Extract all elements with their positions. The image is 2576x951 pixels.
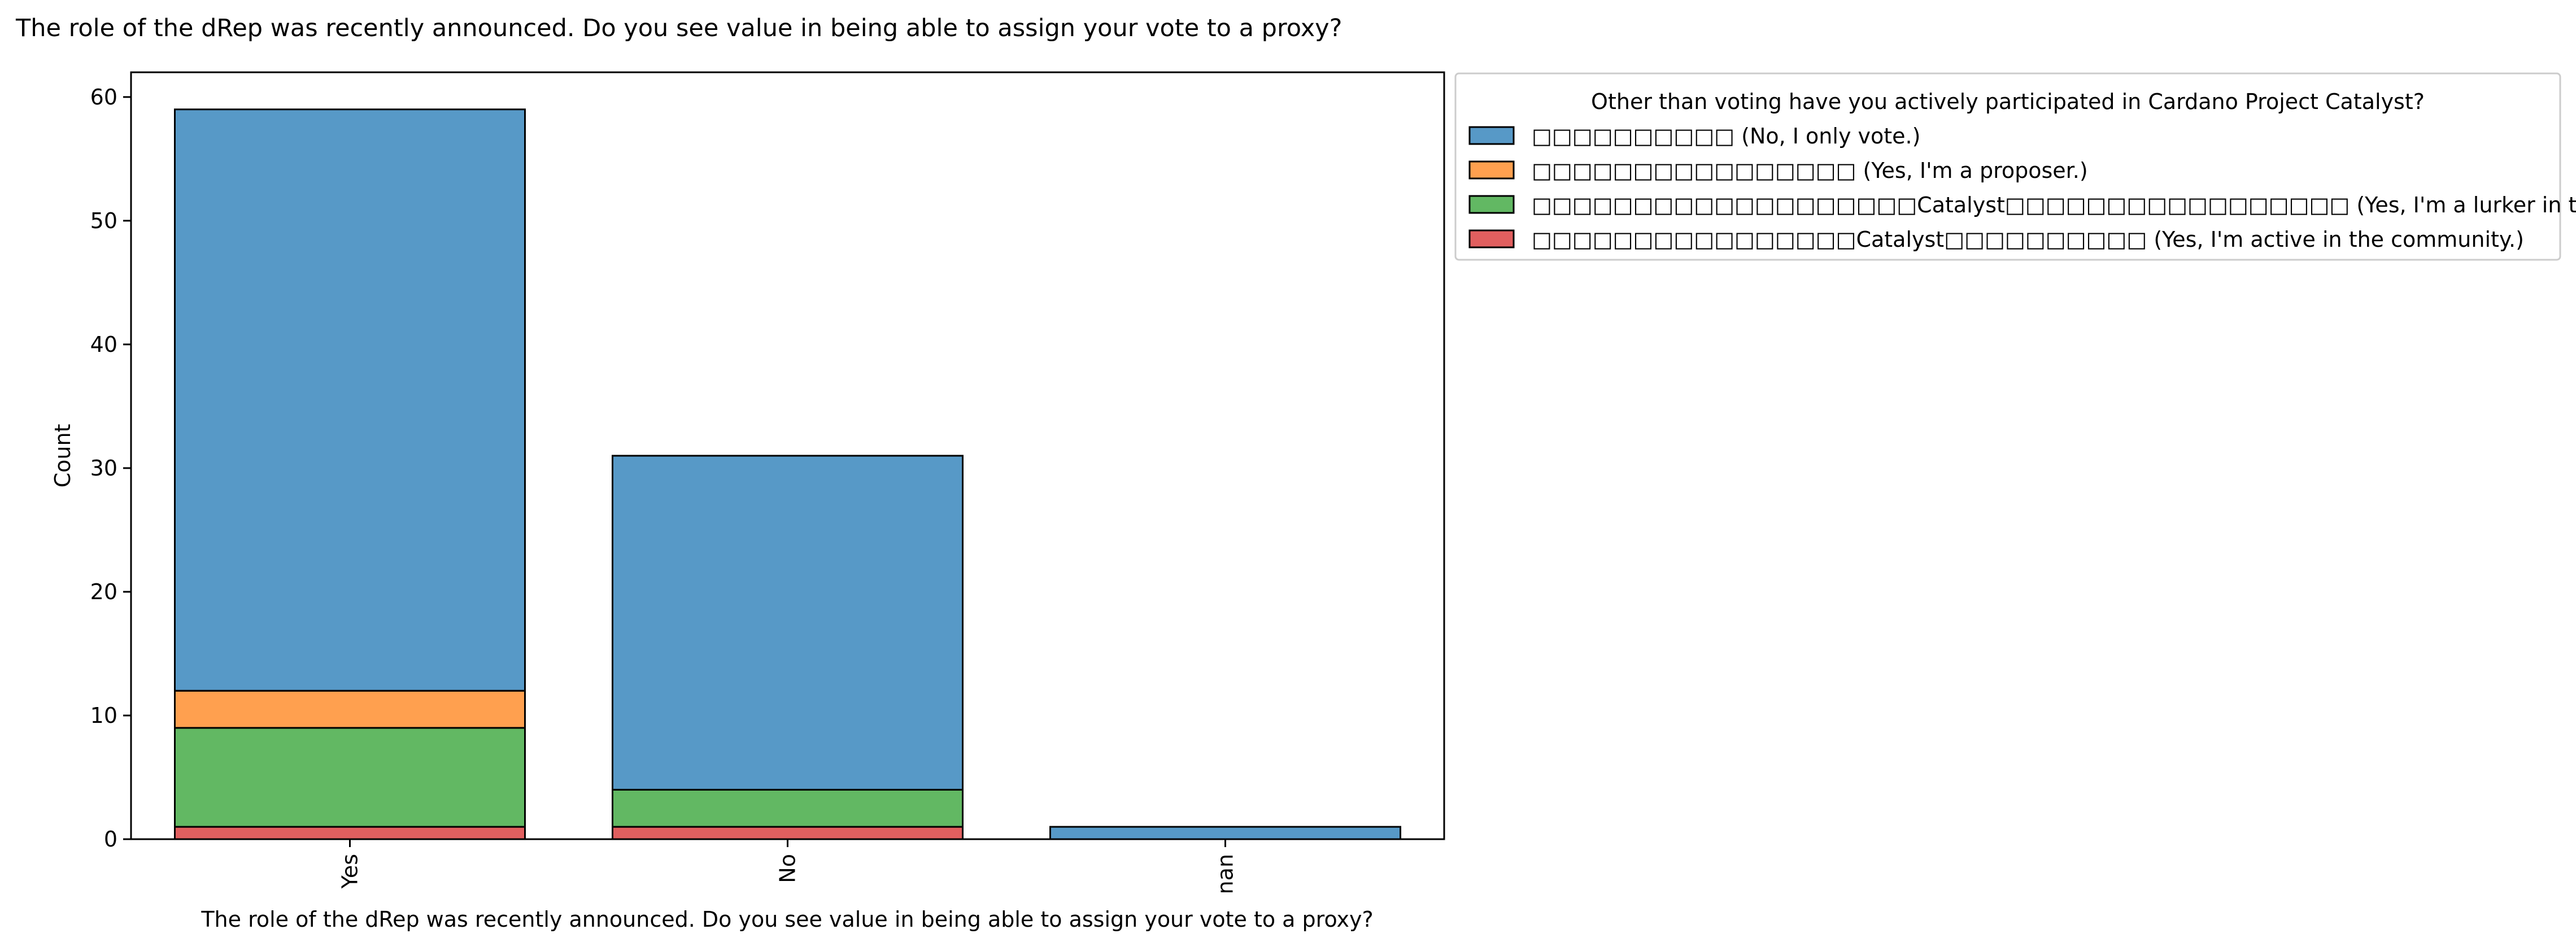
x-tick-label: No — [775, 854, 800, 883]
bar-segment — [612, 455, 964, 791]
y-tick-label: 0 — [104, 827, 117, 852]
y-tick-label: 40 — [90, 332, 117, 357]
legend-swatch — [1468, 160, 1515, 180]
legend-label: □□□□□□□□□□□□□□□□Catalyst□□□□□□□□□□ (Yes,… — [1532, 227, 2524, 252]
legend-label: □□□□□□□□□□ (No, I only vote.) — [1532, 124, 1920, 149]
chart-title: The role of the dRep was recently announ… — [15, 14, 1342, 42]
legend-title: Other than voting have you actively part… — [1591, 89, 2425, 114]
legend-swatch — [1468, 229, 1515, 248]
legend-label: □□□□□□□□□□□□□□□□□□□Catalyst□□□□□□□□□□□□□… — [1532, 193, 2576, 217]
y-tick-label: 50 — [90, 208, 117, 233]
bar-segment — [174, 727, 526, 828]
y-axis: 0 10 20 30 40 50 60 — [90, 85, 131, 852]
bar-segment — [174, 690, 526, 729]
plot-frame — [130, 71, 1445, 840]
bar-segment — [174, 108, 526, 692]
bars-group — [174, 108, 1401, 840]
bar-segment — [174, 826, 526, 840]
y-tick-label: 30 — [90, 456, 117, 481]
x-axis: Yes No nan — [338, 839, 1238, 894]
bar-segment — [612, 788, 964, 828]
y-axis-label: Count — [50, 424, 75, 488]
x-axis-label: The role of the dRep was recently announ… — [200, 907, 1373, 932]
bar-segment — [612, 826, 964, 840]
legend: Other than voting have you actively part… — [1454, 72, 2576, 261]
legend-label: □□□□□□□□□□□□□□□□ (Yes, I'm a proposer.) — [1532, 158, 2088, 183]
legend-frame — [1454, 72, 2561, 261]
legend-items: □□□□□□□□□□ (No, I only vote.) □□□□□□□□□□□… — [1468, 124, 2576, 252]
y-tick-label: 60 — [90, 85, 117, 110]
y-tick-label: 20 — [90, 579, 117, 604]
x-tick-label: Yes — [338, 854, 363, 889]
x-tick-label: nan — [1213, 854, 1238, 894]
y-tick-label: 10 — [90, 703, 117, 728]
bar-segment — [1049, 826, 1401, 840]
legend-swatch — [1468, 195, 1515, 214]
legend-swatch — [1468, 126, 1515, 145]
